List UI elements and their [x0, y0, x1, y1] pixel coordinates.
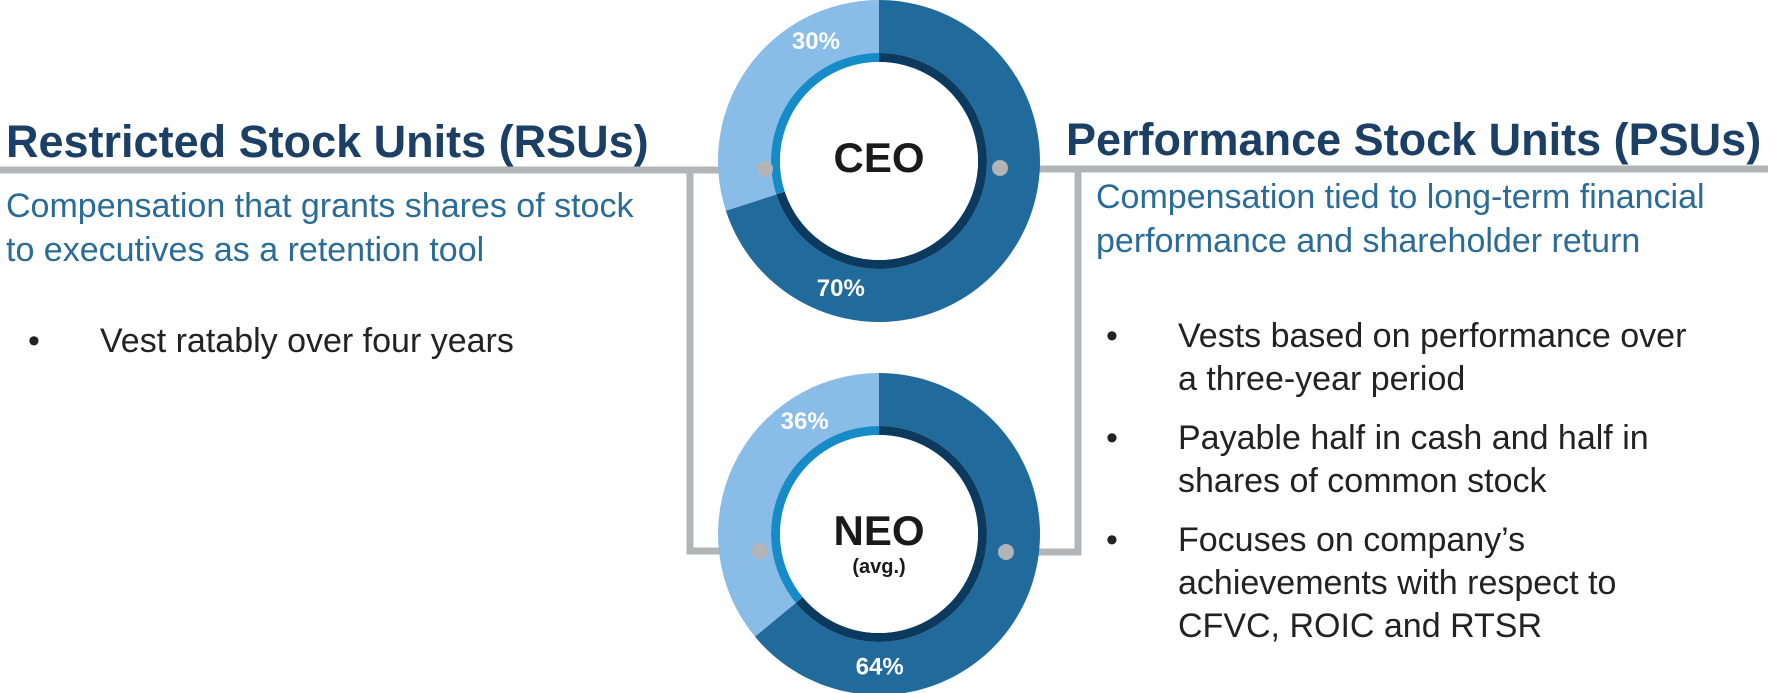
- rsu-subtitle: Compensation that grants shares of stock…: [6, 187, 634, 269]
- donut-inner-band: [771, 426, 879, 603]
- ceo-center-label: CEO: [833, 134, 925, 181]
- donut-inner-band: [795, 426, 987, 642]
- psu-bullet-item: • Vests based on performance over a thre…: [1106, 315, 1706, 401]
- donut-charts: 70% 30% 64% 36%: [717, 0, 1040, 693]
- donut-slice: [717, 0, 879, 211]
- donut-data-label: 64%: [856, 653, 904, 680]
- neo-donut: 64% 36%: [718, 373, 1040, 693]
- bullet-marker: •: [1106, 317, 1118, 355]
- neo-center-sublabel: (avg.): [852, 556, 906, 578]
- donut-data-label: 70%: [817, 275, 865, 302]
- bullet-marker: •: [28, 322, 40, 360]
- psu-bullet-text: Focuses on company’s achievements with r…: [1178, 521, 1617, 645]
- donut-hole: [780, 435, 978, 633]
- rsu-bullet-text: Vest ratably over four years: [100, 322, 514, 360]
- donut-hole: [780, 62, 978, 260]
- rsu-bullet-item: • Vest ratably over four years: [28, 320, 628, 363]
- psu-title: Performance Stock Units (PSUs): [1066, 114, 1762, 165]
- donut-slice: [718, 373, 879, 637]
- neo-center-label: NEO: [833, 507, 925, 554]
- connector-dot: [992, 160, 1008, 176]
- bullet-marker: •: [1106, 419, 1118, 457]
- ceo-donut: 70% 30%: [717, 0, 1040, 322]
- psu-bullet-item: • Payable half in cash and half in share…: [1106, 417, 1706, 503]
- rsu-bullet-list: • Vest ratably over four years: [28, 320, 628, 379]
- psu-bullet-text: Payable half in cash and half in shares …: [1178, 419, 1649, 500]
- psu-bullet-text: Vests based on performance over a three-…: [1178, 317, 1687, 398]
- donut-slice: [754, 373, 1040, 693]
- donut-data-label: 30%: [792, 28, 840, 55]
- bullet-marker: •: [1106, 521, 1118, 559]
- psu-subtitle: Compensation tied to long-term financial…: [1096, 178, 1705, 260]
- rsu-title: Restricted Stock Units (RSUs): [6, 116, 649, 167]
- donut-slice: [725, 0, 1040, 322]
- donut-inner-band: [770, 53, 879, 195]
- donut-data-label: 36%: [781, 408, 829, 435]
- psu-bullet-item: • Focuses on company’s achievements with…: [1106, 519, 1706, 648]
- connector-dot: [757, 161, 773, 177]
- psu-bullet-list: • Vests based on performance over a thre…: [1106, 315, 1706, 664]
- connector-dot: [998, 544, 1014, 560]
- connector-dot: [752, 543, 768, 559]
